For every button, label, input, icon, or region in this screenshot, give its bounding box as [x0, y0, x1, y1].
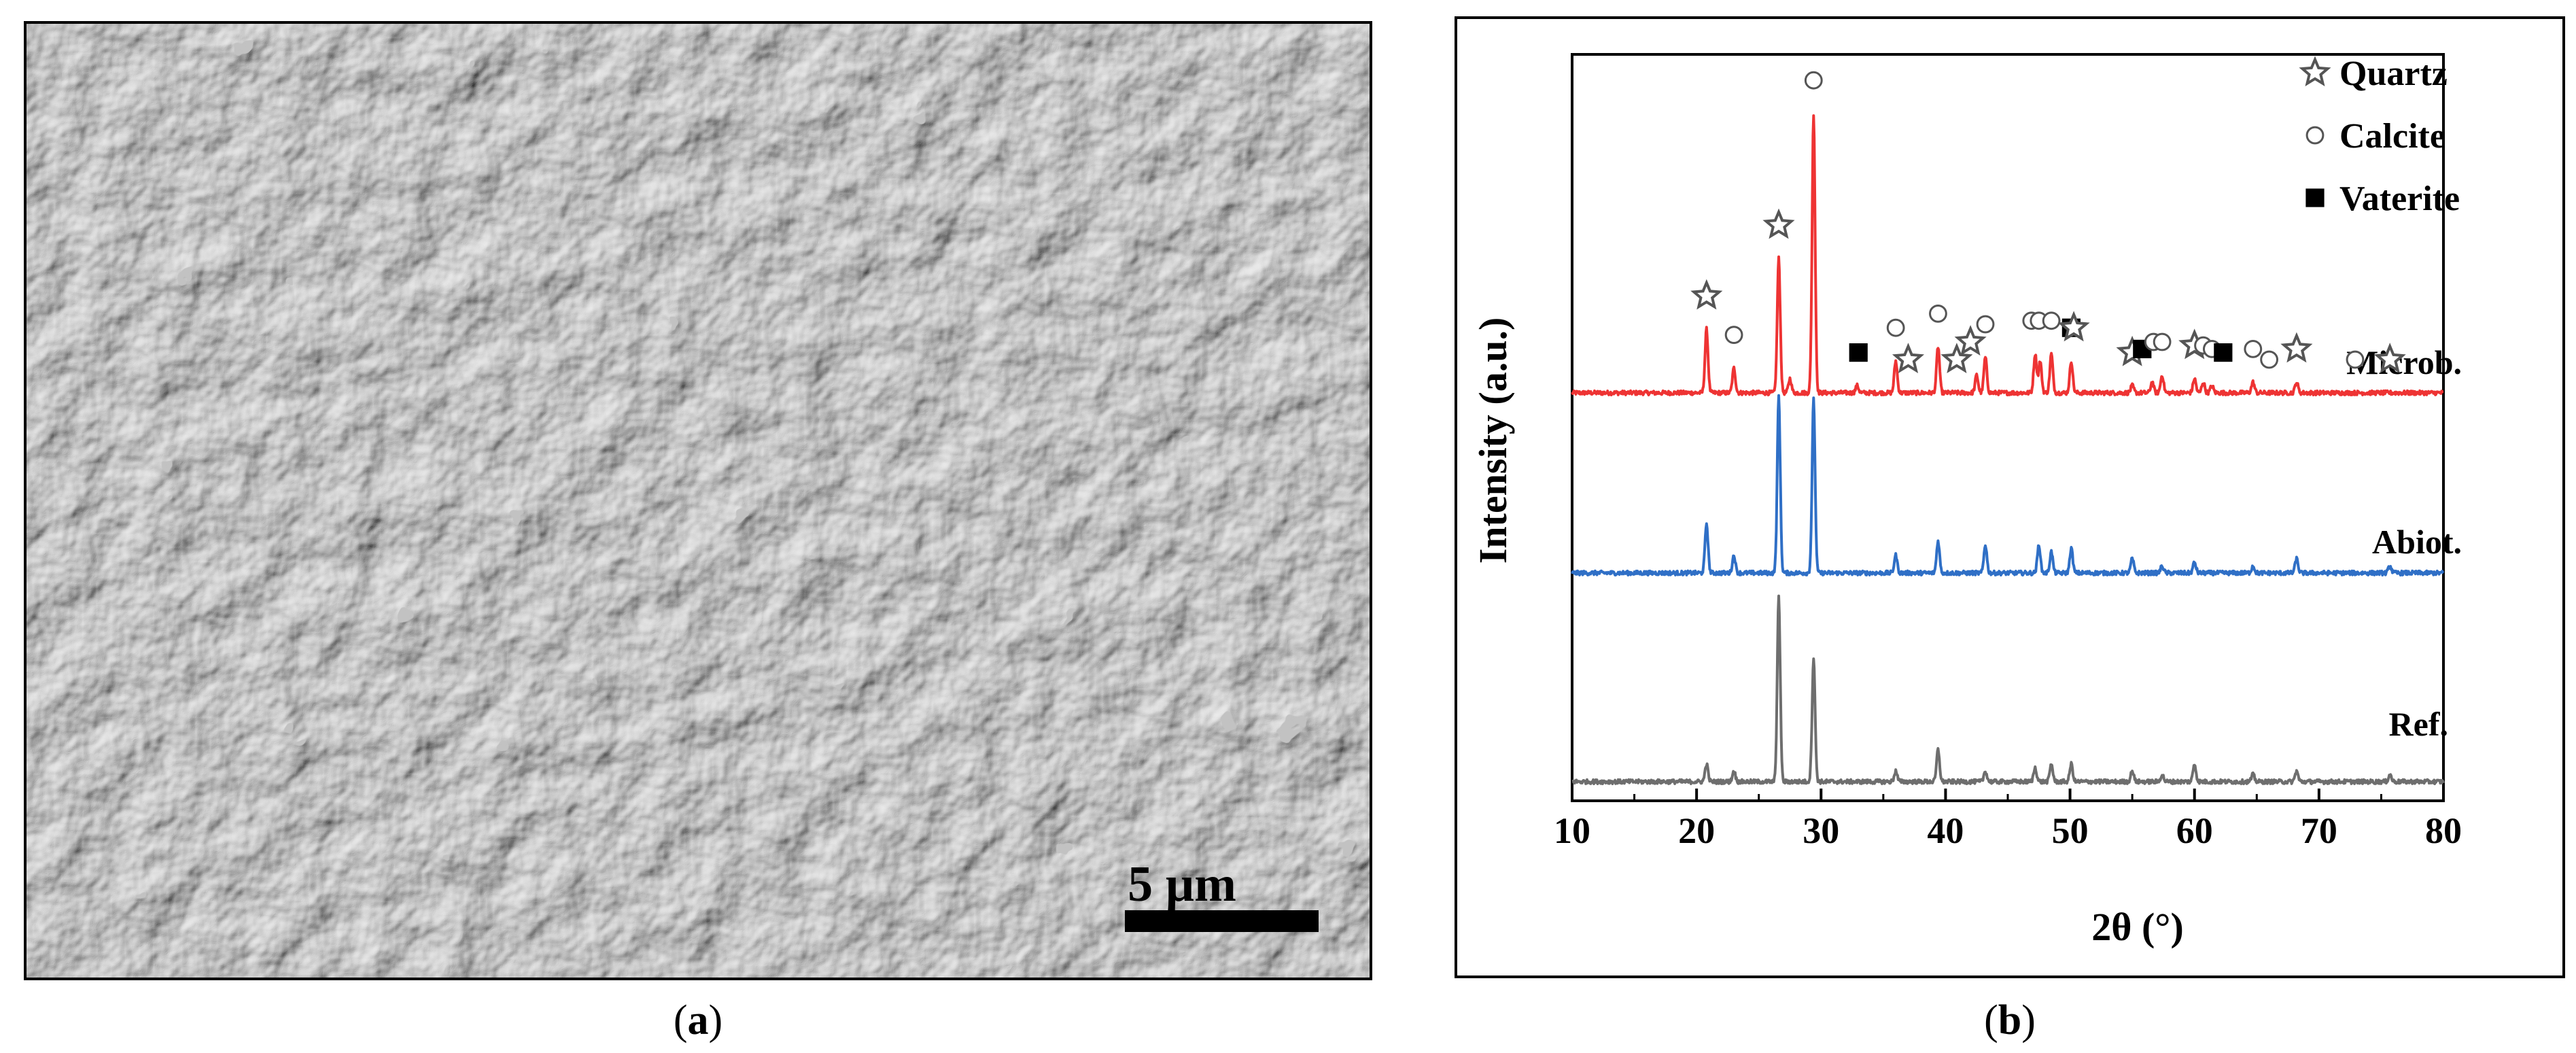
- y-axis-label: Intensity (a.u.): [1471, 317, 1515, 564]
- phase-markers: [1690, 71, 2406, 374]
- legend-label-vaterite: Vaterite: [2339, 179, 2460, 218]
- quartz-star-marker: [1762, 208, 1795, 239]
- x-tick-label: 50: [2052, 810, 2089, 851]
- plot-frame-rect: [1571, 53, 2445, 802]
- caption-b: (b): [1984, 997, 2036, 1043]
- x-tick-label: 20: [1678, 810, 1715, 851]
- series-line-microb: [1571, 114, 2445, 396]
- quartz-star-marker: [1892, 343, 1925, 373]
- scale-bar: 5 µm: [1125, 857, 1319, 932]
- quartz-star-marker: [2057, 311, 2090, 342]
- calcite-circle-marker: [2042, 311, 2061, 330]
- series-label: Abiot.: [2372, 523, 2462, 561]
- plot-area-frame: [1571, 53, 2445, 802]
- x-tick-label: 80: [2425, 810, 2462, 851]
- quartz-star-marker: [2280, 332, 2313, 363]
- x-axis-label: 2θ (°): [2091, 905, 2184, 949]
- x-axis-ticks: 10 20 30 40 50 60 70 80: [1554, 789, 2462, 851]
- series-label: Ref.: [2389, 705, 2448, 743]
- x-tick-label: 30: [1803, 810, 1839, 851]
- series-label: Microb.: [2346, 343, 2462, 381]
- calcite-circle-marker: [2153, 332, 2172, 351]
- series-line-abiot: [1571, 394, 2445, 576]
- quartz-star-marker: [1954, 325, 1987, 356]
- scale-bar-label: 5 µm: [1128, 857, 1236, 912]
- calcite-circle-marker: [2305, 126, 2325, 145]
- calcite-circle-marker: [2260, 350, 2278, 369]
- calcite-circle-marker: [1724, 326, 1743, 345]
- vaterite-square-marker: [2305, 188, 2325, 207]
- xrd-chart: 10 20 30 40 50 60 70 80 Microb. Abiot. Ref. Quart…: [1471, 53, 2462, 949]
- legend-label-calcite: Calcite: [2339, 117, 2446, 156]
- sem-micrograph: 5 µm: [27, 24, 1370, 978]
- quartz-star-marker: [2373, 343, 2406, 374]
- series-line-ref: [1571, 594, 2445, 785]
- calcite-circle-marker: [2346, 350, 2365, 369]
- caption-a: (a): [673, 997, 723, 1043]
- calcite-circle-marker: [1929, 305, 1947, 323]
- vaterite-square-marker: [1849, 343, 1868, 362]
- calcite-circle-marker: [1804, 71, 1823, 90]
- calcite-circle-marker: [1976, 315, 1995, 334]
- calcite-circle-marker: [2244, 340, 2263, 358]
- quartz-star-marker: [2299, 56, 2331, 86]
- legend: Quartz Calcite Vaterite: [2299, 54, 2460, 218]
- x-tick-label: 60: [2176, 810, 2213, 851]
- x-tick-label: 10: [1554, 810, 1590, 851]
- legend-label-quartz: Quartz: [2339, 54, 2448, 93]
- vaterite-square-marker: [2214, 343, 2233, 362]
- quartz-star-marker: [1940, 343, 1973, 373]
- xrd-chart-panel: 10 20 30 40 50 60 70 80 Microb. Abiot. Ref. Quart…: [1455, 16, 2565, 978]
- x-tick-label: 40: [1927, 810, 1964, 851]
- calcite-circle-marker: [1886, 318, 1905, 337]
- sem-image-panel: 5 µm: [24, 21, 1372, 980]
- quartz-star-marker: [1690, 279, 1723, 310]
- series-layer: Microb. Abiot. Ref.: [1571, 114, 2462, 785]
- x-tick-label: 70: [2301, 810, 2337, 851]
